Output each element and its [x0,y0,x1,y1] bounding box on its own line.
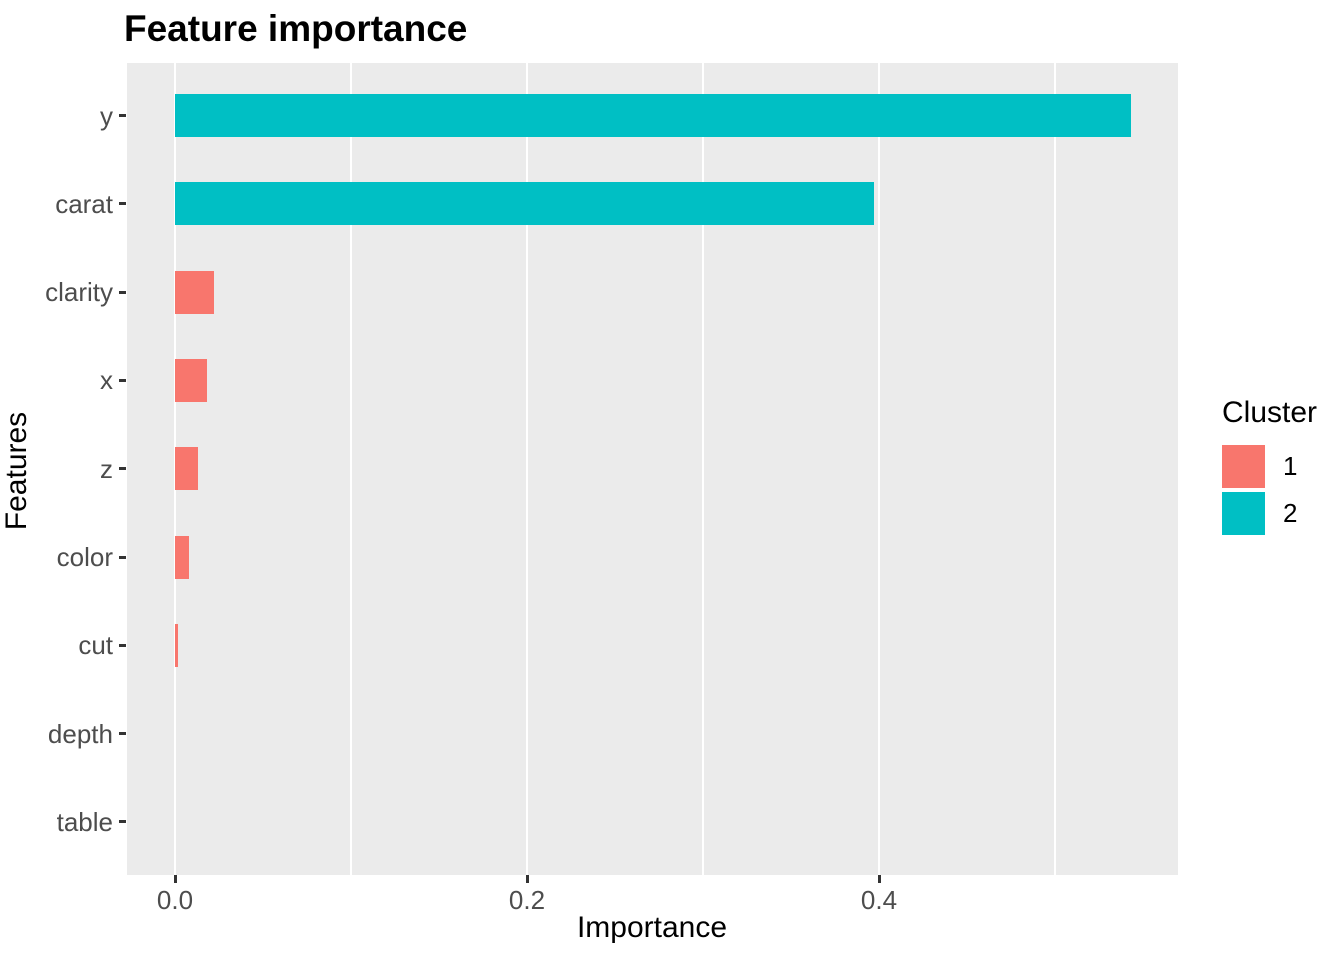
bar-z [175,447,198,491]
x-tick-mark [173,875,177,883]
bar-clarity [175,270,214,314]
bar-cut [175,623,178,667]
legend-item-1: 1 [1222,445,1317,488]
legend-swatch-1 [1222,445,1265,488]
bar-color [175,535,190,579]
y-tick-label-cut: cut [78,630,113,661]
major-gridline [877,63,881,875]
x-tick-label-0.0: 0.0 [156,885,194,915]
y-tick-mark [119,290,126,294]
y-tick-label-x: x [100,365,113,396]
minor-gridline [1054,63,1056,875]
y-tick-mark [119,820,126,824]
y-tick-mark [119,732,126,736]
y-tick-mark [119,555,126,559]
x-tick-mark [525,875,529,883]
bar-x [175,358,207,402]
y-tick-mark [119,378,126,382]
bar-carat [175,182,874,226]
plot-panel [127,63,1178,875]
x-axis-title: Importance [576,911,728,944]
y-tick-mark [119,114,126,117]
y-tick-mark [119,202,126,206]
minor-gridline [702,63,704,875]
y-tick-label-clarity: clarity [45,277,113,308]
y-tick-label-table: table [56,806,113,837]
legend-item-2: 2 [1222,492,1317,535]
bar-y [175,94,1131,137]
x-tick-label-0.2: 0.2 [508,885,546,915]
y-tick-label-y: y [100,100,113,131]
chart-title: Feature importance [124,8,468,49]
x-tick-mark [877,875,881,883]
legend-swatch-2 [1222,492,1265,535]
y-tick-mark [119,643,126,647]
y-tick-mark [119,467,126,471]
y-tick-label-color: color [56,542,113,572]
y-axis-title: Features [0,411,33,531]
major-gridline [525,63,529,875]
x-tick-label-0.4: 0.4 [860,885,898,915]
legend-label: 2 [1283,498,1298,528]
y-tick-label-z: z [100,453,113,484]
y-tick-label-carat: carat [55,188,113,219]
minor-gridline [350,63,352,875]
y-tick-label-depth: depth [47,718,113,749]
legend-label: 1 [1283,451,1298,481]
legend-title: Cluster [1222,396,1318,429]
